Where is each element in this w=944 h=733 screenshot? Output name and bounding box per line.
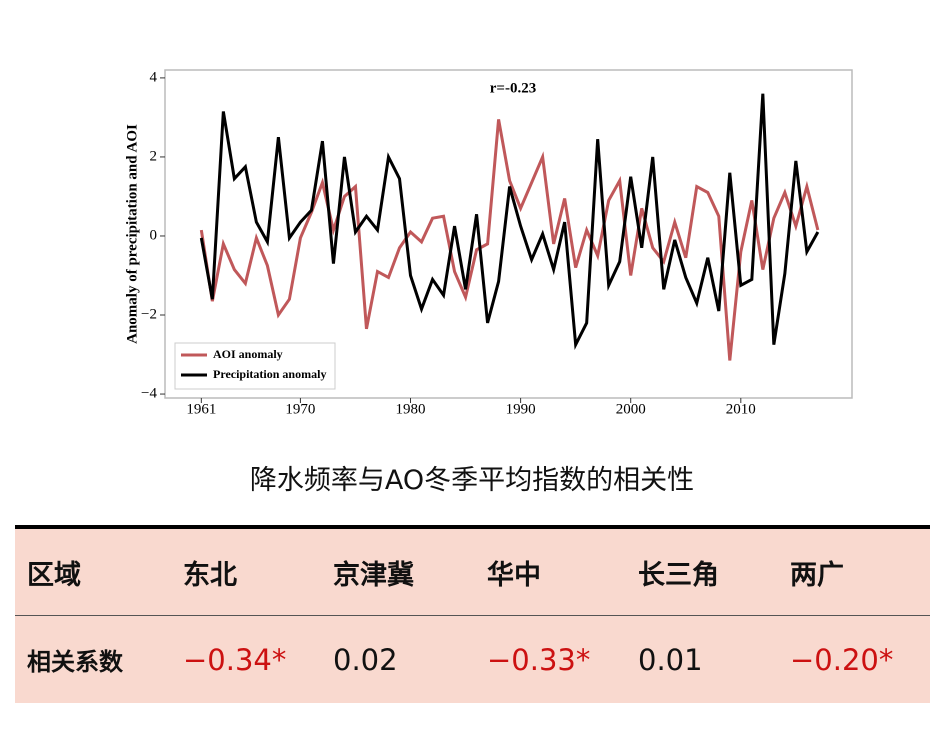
table-cell: −0.33* [487,642,591,677]
table-cell: 相关系数 [27,648,123,676]
y-tick-label: 2 [150,148,158,164]
column-header: 华中 [487,559,541,591]
column-header: 区域 [27,559,81,591]
table-cell: 0.01 [638,642,703,677]
legend-label: AOI anomaly [213,347,283,361]
chart: r=-0.23 Anomaly of precipitation and AOI… [124,69,853,417]
x-tick-label: 2000 [616,401,646,417]
x-tick-label: 2010 [726,401,756,417]
y-tick-label: 4 [150,69,158,85]
series-line [199,93,820,350]
table-cell: −0.20* [790,642,894,677]
column-header: 东北 [183,559,237,591]
x-tick-label: 1970 [285,401,315,417]
data-row: 相关系数 −0.34* 0.02 −0.33* 0.01 −0.20* [15,616,930,703]
table-cell: −0.34* [183,642,287,677]
legend-label: Precipitation anomaly [213,367,326,381]
x-tick-label: 1980 [396,401,426,417]
header-row: 区域 东北 京津冀 华中 长三角 两广 [15,529,930,616]
series-line [199,119,820,361]
annotation: r=-0.23 [490,80,536,96]
table-cell: 0.02 [333,642,398,677]
column-header: 两广 [790,559,844,591]
column-header: 京津冀 [333,559,414,591]
y-axis-label: Anomaly of precipitation and AOI [124,124,140,344]
x-tick-label: 1990 [506,401,536,417]
y-tick-label: 0 [150,227,158,243]
y-tick-label: −4 [141,385,157,401]
table: 区域 东北 京津冀 华中 长三角 两广相关系数 −0.34* 0.02 −0.33* 0.01 −0… [15,525,930,703]
legend-box [174,342,336,390]
y-tick-label: −2 [141,306,157,322]
caption: 降水频率与AO冬季平均指数的相关性 [249,465,695,496]
column-header: 长三角 [638,559,719,591]
x-tick-label: 1961 [186,401,216,417]
